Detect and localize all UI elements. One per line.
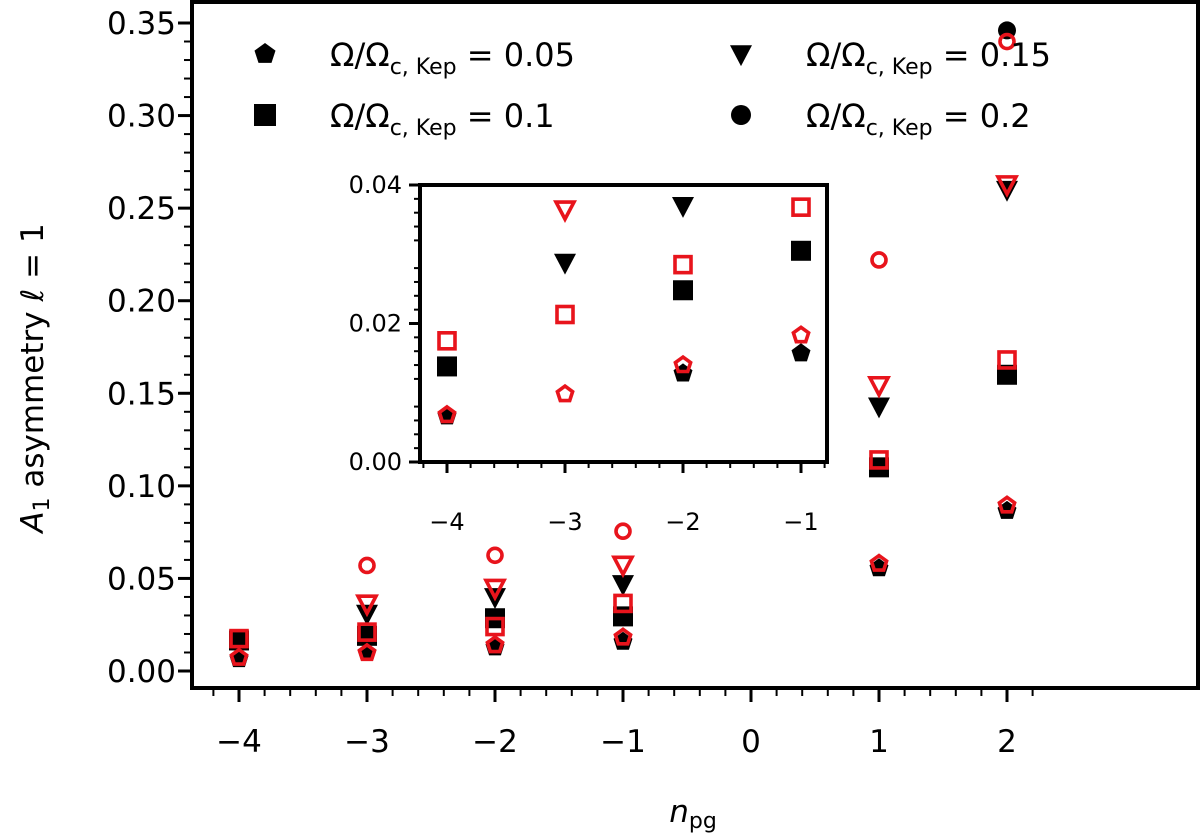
y-tick-label: 0.30	[107, 99, 176, 135]
inset-point-black-triangle_down	[554, 253, 576, 275]
main-plot: −4 −3 −2 −1 0 1 2 0.00 0.05 0.10 0.15 0.20 0.25 0.30 0…	[107, 0, 1200, 760]
data-point-red-pentagon	[357, 642, 377, 662]
y-tick-label: 0.10	[107, 469, 176, 505]
inset-x-tick-label: −3	[547, 508, 582, 536]
data-point-red-square	[613, 593, 633, 614]
inset-plot: −4 −3 −2 −1 0.00 0.02 0.04	[349, 171, 829, 536]
data-point-red-circle	[358, 556, 376, 575]
inset-x-tick-label: −4	[429, 508, 464, 536]
x-tick-label: −2	[472, 724, 518, 760]
data-point-red-circle	[486, 546, 504, 565]
inset-y-tick-label: 0.00	[349, 448, 402, 476]
x-tick-label: −1	[600, 724, 646, 760]
data-point-red-square	[869, 450, 889, 470]
data-point-red-pentagon	[229, 647, 249, 666]
legend-marker-square	[254, 104, 276, 126]
legend-label: Ω/Ωc, Kep = 0.05	[330, 36, 575, 80]
inset-point-red-pentagon	[555, 383, 575, 403]
legend: Ω/Ωc, Kep = 0.05 Ω/Ωc, Kep = 0.1 Ω/Ωc, Kep…	[254, 36, 1051, 141]
inset-point-black-triangle_down	[672, 196, 694, 218]
legend-marker-circle	[731, 105, 751, 125]
data-point-red-square	[485, 616, 505, 637]
inset-x-tick-label: −2	[665, 508, 700, 536]
data-point-red-circle	[998, 32, 1016, 51]
main-axes-frame	[190, 0, 1200, 690]
data-point-black-square	[997, 364, 1017, 385]
y-axis-label: A1 asymmetry ℓ = 1	[15, 223, 55, 534]
legend-label: Ω/Ωc, Kep = 0.2	[806, 97, 1031, 141]
data-point-black-triangle_down	[612, 575, 634, 597]
inset-point-red-square	[673, 254, 693, 275]
data-point-red-square	[229, 628, 249, 649]
x-tick-label: 0	[741, 724, 761, 760]
data-point-red-square	[357, 622, 377, 642]
data-point-red-circle	[614, 522, 632, 541]
inset-axes-frame	[418, 183, 829, 464]
data-point-red-triangle_down	[355, 594, 379, 618]
inset-point-red-pentagon	[791, 325, 811, 344]
inset-x-tick-label: −1	[783, 508, 818, 536]
x-tick-label: 2	[997, 724, 1017, 760]
x-axis-label: npg	[669, 794, 717, 834]
inset-point-black-square	[673, 280, 693, 301]
y-tick-label: 0.05	[107, 561, 176, 597]
x-tick-label: 1	[869, 724, 889, 760]
data-point-black-triangle_down	[868, 397, 890, 419]
data-point-red-pentagon	[613, 627, 633, 646]
inset-point-red-square	[437, 331, 457, 351]
data-point-red-pentagon	[869, 553, 889, 572]
y-tick-label: 0.00	[107, 654, 176, 690]
inset-y-tick-label: 0.04	[349, 171, 402, 199]
inset-point-red-triangle_down	[553, 200, 577, 224]
y-tick-label: 0.25	[107, 191, 176, 227]
legend-marker-triangle_down	[730, 45, 752, 67]
inset-point-black-square	[791, 240, 811, 261]
inset-y-tick-label: 0.02	[349, 310, 402, 338]
y-tick-label: 0.35	[107, 6, 176, 42]
inset-point-red-square	[555, 304, 575, 325]
legend-label: Ω/Ωc, Kep = 0.1	[330, 97, 555, 141]
inset-point-red-square	[791, 197, 811, 217]
data-point-red-triangle_down	[611, 555, 635, 579]
data-point-red-triangle_down	[867, 375, 891, 399]
inset-point-red-pentagon	[673, 354, 693, 374]
y-tick-label: 0.20	[107, 284, 176, 320]
data-point-red-pentagon	[997, 495, 1017, 514]
inset-point-black-pentagon	[791, 343, 811, 362]
y-tick-label: 0.15	[107, 376, 176, 412]
legend-marker-pentagon	[254, 43, 276, 63]
inset-point-red-pentagon	[437, 404, 457, 424]
inset-point-black-square	[437, 356, 457, 377]
legend-label: Ω/Ωc, Kep = 0.15	[806, 36, 1051, 80]
x-tick-label: −4	[216, 724, 262, 760]
data-point-black-pentagon	[997, 500, 1017, 519]
x-tick-label: −3	[344, 724, 390, 760]
data-point-red-circle	[870, 251, 888, 269]
data-point-red-triangle_down	[483, 578, 507, 602]
data-point-red-pentagon	[485, 634, 505, 654]
data-point-red-triangle_down	[995, 175, 1019, 198]
data-point-red-square	[997, 350, 1017, 370]
